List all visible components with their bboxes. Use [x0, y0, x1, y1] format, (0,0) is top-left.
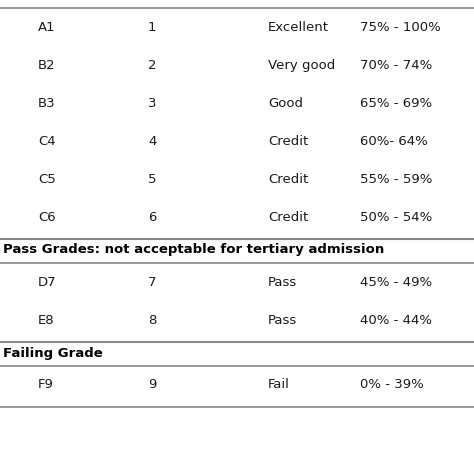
Text: B3: B3 — [38, 97, 55, 109]
Text: 0% - 39%: 0% - 39% — [360, 379, 424, 392]
Text: C5: C5 — [38, 173, 56, 185]
Text: Pass: Pass — [268, 313, 297, 327]
Text: Pass Grades: not acceptable for tertiary admission: Pass Grades: not acceptable for tertiary… — [3, 244, 384, 256]
Text: 50% - 54%: 50% - 54% — [360, 210, 432, 224]
Text: 40% - 44%: 40% - 44% — [360, 313, 432, 327]
Text: 7: 7 — [148, 275, 156, 289]
Text: 5: 5 — [148, 173, 156, 185]
Text: 1: 1 — [148, 20, 156, 34]
Text: Credit: Credit — [268, 135, 308, 147]
Text: A1: A1 — [38, 20, 55, 34]
Text: F9: F9 — [38, 379, 54, 392]
Text: Fail: Fail — [268, 379, 290, 392]
Text: 75% - 100%: 75% - 100% — [360, 20, 441, 34]
Text: Credit: Credit — [268, 210, 308, 224]
Text: Excellent: Excellent — [268, 20, 329, 34]
Text: Very good: Very good — [268, 58, 335, 72]
Text: Credit: Credit — [268, 173, 308, 185]
Text: C4: C4 — [38, 135, 55, 147]
Text: 9: 9 — [148, 379, 156, 392]
Text: B2: B2 — [38, 58, 55, 72]
Text: 60%- 64%: 60%- 64% — [360, 135, 428, 147]
Text: 2: 2 — [148, 58, 156, 72]
Text: 8: 8 — [148, 313, 156, 327]
Text: 6: 6 — [148, 210, 156, 224]
Text: C6: C6 — [38, 210, 55, 224]
Text: E8: E8 — [38, 313, 55, 327]
Text: Good: Good — [268, 97, 303, 109]
Text: 4: 4 — [148, 135, 156, 147]
Text: Pass: Pass — [268, 275, 297, 289]
Text: 45% - 49%: 45% - 49% — [360, 275, 432, 289]
Text: 65% - 69%: 65% - 69% — [360, 97, 432, 109]
Text: 70% - 74%: 70% - 74% — [360, 58, 432, 72]
Text: 55% - 59%: 55% - 59% — [360, 173, 432, 185]
Text: D7: D7 — [38, 275, 56, 289]
Text: 3: 3 — [148, 97, 156, 109]
Text: Failing Grade: Failing Grade — [3, 346, 103, 359]
